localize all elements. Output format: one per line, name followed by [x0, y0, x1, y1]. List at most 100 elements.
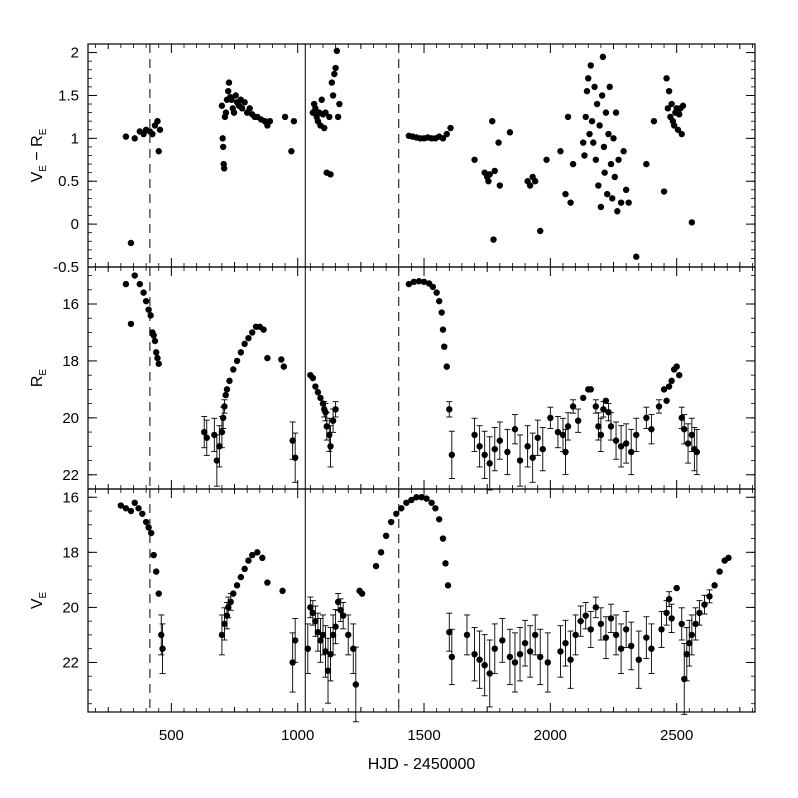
data-point: [586, 130, 593, 138]
y-tick-label: 2: [71, 45, 79, 62]
data-point: [326, 113, 333, 121]
data-point: [481, 451, 488, 459]
data-point: [221, 620, 228, 628]
data-point: [314, 389, 322, 396]
data-point: [307, 604, 314, 611]
data-point: [607, 615, 615, 622]
data-point: [688, 631, 696, 639]
data-point: [220, 165, 228, 172]
panel-color-index-reference-lines: [149, 44, 400, 267]
data-point: [329, 417, 337, 424]
data-point: [322, 648, 329, 655]
data-point: [264, 354, 271, 362]
data-point: [496, 437, 504, 444]
y-tick-label: 16: [62, 296, 79, 313]
data-point: [228, 96, 235, 103]
data-point: [304, 645, 312, 652]
data-point: [711, 582, 718, 589]
data-point: [617, 645, 625, 652]
data-point: [506, 129, 514, 136]
data-point: [429, 283, 437, 291]
data-point: [499, 637, 506, 644]
data-point: [288, 148, 295, 155]
data-point: [156, 126, 164, 133]
data-point: [154, 354, 161, 362]
data-point: [446, 628, 453, 636]
data-point: [218, 631, 226, 639]
data-point: [327, 443, 334, 450]
data-point: [131, 272, 138, 279]
data-point: [158, 631, 165, 639]
data-point: [592, 403, 600, 410]
data-point: [241, 565, 248, 573]
data-point: [688, 431, 696, 439]
data-point: [696, 609, 703, 617]
data-point: [246, 105, 253, 112]
data-point: [609, 195, 616, 202]
data-point: [602, 397, 610, 404]
data-point: [597, 620, 605, 628]
data-point: [219, 414, 227, 422]
data-point: [663, 397, 670, 404]
data-point: [539, 445, 546, 453]
data-point: [151, 337, 159, 345]
data-point: [679, 102, 687, 109]
y-tick-label: -0.5: [53, 259, 79, 276]
data-point: [122, 133, 130, 140]
data-point: [201, 428, 208, 436]
data-point: [403, 499, 410, 506]
y-tick-label: 0: [71, 216, 79, 233]
data-point: [605, 130, 612, 138]
data-point: [332, 64, 339, 72]
panel-color-index: -0.500.511.52 VE − RE: [29, 43, 756, 276]
data-point: [218, 428, 226, 436]
data-point: [547, 414, 554, 422]
data-point: [596, 122, 603, 129]
data-point: [693, 448, 701, 456]
data-point: [203, 434, 210, 441]
data-point: [574, 417, 582, 424]
data-point: [358, 590, 366, 597]
data-point: [597, 203, 605, 211]
data-point: [524, 443, 531, 450]
data-point: [433, 289, 440, 296]
data-point: [579, 139, 587, 146]
data-point: [117, 502, 125, 509]
data-point: [557, 148, 564, 155]
data-point: [486, 670, 493, 677]
data-point: [345, 631, 352, 639]
data-point: [688, 219, 696, 226]
data-point: [587, 626, 594, 633]
data-point: [529, 454, 536, 461]
data-point: [606, 83, 613, 91]
data-point: [439, 135, 447, 142]
data-point: [127, 507, 135, 515]
data-point: [673, 363, 680, 370]
ylabel-sub: E: [38, 369, 49, 376]
data-point: [664, 105, 672, 112]
data-point: [622, 440, 630, 447]
data-point: [225, 604, 232, 611]
data-point: [150, 332, 157, 339]
data-point: [428, 499, 435, 506]
data-point: [506, 653, 514, 661]
data-point: [602, 634, 610, 641]
data-point: [131, 499, 138, 506]
panel-v-magnitude-ylabel: VE: [29, 592, 49, 610]
data-point: [665, 87, 673, 95]
data-point: [314, 628, 322, 636]
data-point: [531, 631, 539, 639]
data-point: [334, 113, 342, 121]
data-point: [486, 171, 493, 178]
data-point: [582, 113, 589, 121]
data-point: [628, 448, 635, 456]
data-point: [225, 79, 233, 86]
y-tick-label: 0.5: [58, 173, 79, 190]
data-point: [601, 169, 608, 176]
data-point: [142, 297, 150, 305]
data-point: [617, 443, 625, 450]
data-point: [668, 377, 675, 385]
data-point: [516, 650, 524, 658]
data-point: [607, 423, 615, 430]
data-point: [312, 383, 319, 390]
